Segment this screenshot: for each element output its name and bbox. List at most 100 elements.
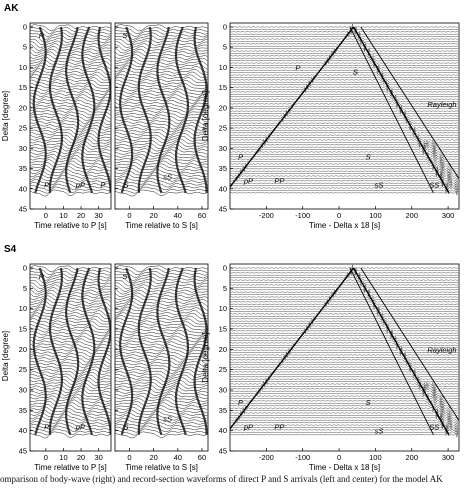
moveout-branch — [352, 26, 450, 194]
x-tick-label: -100 — [295, 453, 310, 462]
waveform-trace — [115, 82, 208, 89]
waveform-trace — [230, 387, 459, 395]
waveform-trace — [230, 48, 459, 54]
x-tick-label: -200 — [259, 453, 274, 462]
waveform-trace — [230, 50, 459, 57]
delta-tick-label: 40 — [19, 184, 27, 193]
waveform-trace — [230, 163, 459, 170]
trace-group — [230, 264, 459, 438]
waveform-trace — [230, 151, 459, 157]
waveform-trace — [30, 309, 111, 317]
waveform-trace — [30, 413, 111, 421]
trace-group — [30, 265, 111, 439]
waveform-trace — [115, 114, 208, 121]
waveform-trace — [230, 72, 459, 77]
waveform-trace — [230, 25, 459, 33]
delta-tick-label: 5 — [23, 43, 27, 52]
waveform-trace — [230, 332, 459, 339]
waveform-trace — [230, 302, 459, 308]
waveform-trace — [230, 315, 458, 322]
waveform-trace — [230, 127, 458, 133]
waveform-trace — [230, 185, 459, 192]
trace-group — [230, 23, 459, 196]
waveform-trace — [30, 76, 111, 84]
x-axis-label: Time relative to P [s] — [34, 221, 106, 230]
delta-tick-label: 40 — [19, 426, 27, 435]
waveform-trace — [230, 31, 459, 37]
waveform-trace — [115, 76, 208, 84]
waveform-trace — [230, 422, 459, 429]
phase-label: S — [123, 423, 128, 432]
waveform-trace — [115, 152, 208, 160]
waveform-trace — [30, 127, 111, 135]
waveform-trace — [30, 347, 111, 354]
waveform-trace — [30, 268, 111, 275]
phase-label: pP — [243, 177, 253, 186]
wavefront-branch — [137, 26, 152, 193]
waveform-trace — [30, 119, 111, 127]
waveform-trace — [230, 88, 459, 95]
waveform-trace — [115, 355, 208, 363]
waveform-trace — [115, 363, 208, 371]
waveform-trace — [30, 396, 111, 404]
waveform-trace — [115, 413, 208, 421]
waveform-trace — [230, 395, 459, 401]
waveform-trace — [115, 321, 208, 328]
waveform-trace — [230, 402, 459, 409]
waveform-trace — [230, 264, 459, 272]
wavefront-branch — [137, 267, 152, 435]
phase-label: Rayleigh — [427, 100, 456, 109]
waveform-trace — [115, 341, 208, 348]
waveform-trace — [230, 311, 459, 316]
waveform-trace — [30, 114, 111, 121]
waveform-trace — [30, 363, 111, 371]
waveform-trace — [230, 405, 459, 412]
waveform-trace — [230, 187, 459, 194]
waveform-trace — [115, 122, 208, 130]
delta-tick-label: 45 — [19, 205, 27, 214]
waveform-trace — [230, 308, 459, 315]
waveform-trace — [230, 43, 459, 50]
waveform-trace — [230, 139, 459, 146]
waveform-trace — [230, 153, 459, 159]
waveform-trace — [30, 189, 111, 197]
waveform-trace — [115, 422, 208, 430]
moveout-branch — [349, 26, 434, 194]
delta-tick-label: 40 — [219, 184, 227, 193]
waveform-trace — [115, 105, 208, 113]
waveform-trace — [230, 272, 459, 278]
waveform-trace — [30, 402, 111, 410]
phase-label: S — [122, 31, 127, 40]
x-tick-label: 0 — [337, 211, 341, 220]
phase-label: S — [366, 152, 371, 161]
x-axis-label: Time relative to P [s] — [34, 463, 106, 472]
phase-label: P — [39, 272, 44, 281]
waveform-trace — [115, 133, 208, 141]
waveform-trace — [230, 427, 459, 434]
wavefront-branch — [48, 267, 64, 435]
waveform-trace — [115, 265, 208, 273]
delta-tick-label: 35 — [19, 406, 27, 415]
waveform-trace — [30, 353, 111, 360]
wavefront-branch — [193, 267, 208, 435]
left-panel-frame — [29, 263, 112, 452]
waveform-trace — [115, 361, 208, 369]
waveform-trace — [115, 270, 208, 278]
waveform-trace — [230, 293, 459, 300]
delta-tick-label: 35 — [219, 164, 227, 173]
waveform-trace — [30, 111, 111, 119]
waveform-trace — [230, 87, 459, 93]
waveform-trace — [230, 55, 459, 61]
waveform-trace — [230, 346, 459, 351]
phase-label: P — [238, 152, 243, 161]
waveform-trace — [30, 27, 111, 34]
delta-tick-label: 40 — [219, 426, 227, 435]
waveform-trace — [30, 177, 111, 185]
waveform-trace — [230, 280, 459, 286]
waveform-trace — [230, 304, 459, 309]
delta-tick-label: 45 — [219, 205, 227, 214]
waveform-trace — [230, 146, 459, 154]
waveform-trace — [230, 180, 459, 187]
